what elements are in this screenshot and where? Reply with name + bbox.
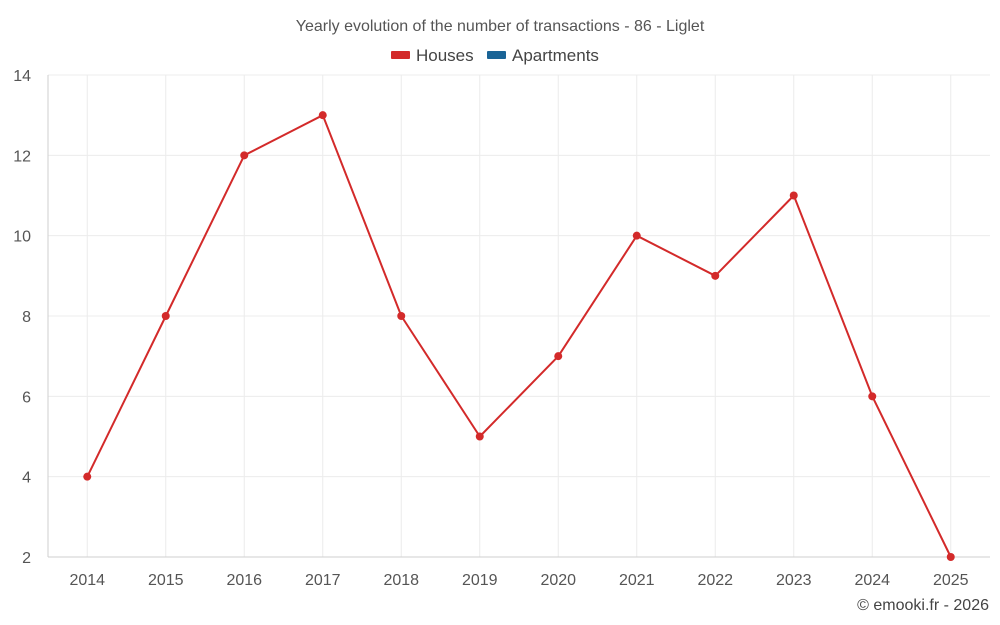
legend-item-apartments[interactable]: Apartments	[487, 46, 599, 65]
series-line-houses	[86, 114, 952, 558]
x-tick-label: 2024	[854, 572, 890, 589]
x-tick-label: 2018	[383, 572, 419, 589]
legend-item-houses[interactable]: Houses	[391, 46, 474, 65]
x-tick-label: 2023	[776, 572, 812, 589]
x-tick-label: 2019	[462, 572, 498, 589]
data-point-houses[interactable]	[318, 111, 327, 120]
data-point-houses[interactable]	[946, 553, 955, 561]
axes	[47, 75, 990, 558]
y-tick-label: 12	[13, 148, 31, 165]
data-point-houses[interactable]	[397, 312, 406, 320]
legend-swatch-apartments	[487, 51, 506, 59]
series-houses	[83, 111, 955, 561]
x-tick-label: 2020	[540, 572, 576, 589]
y-tick-label: 14	[13, 68, 31, 85]
data-point-houses[interactable]	[868, 392, 877, 401]
data-point-houses[interactable]	[632, 231, 641, 240]
x-tick-label: 2015	[148, 572, 184, 589]
x-tick-label: 2022	[697, 572, 733, 589]
y-tick-label: 2	[22, 550, 31, 567]
data-point-houses[interactable]	[475, 432, 484, 441]
y-tick-label: 8	[22, 309, 31, 326]
y-tick-label: 4	[22, 470, 31, 487]
legend-swatch-houses	[391, 51, 410, 59]
y-tick-label: 6	[22, 389, 31, 406]
x-tick-label: 2014	[69, 572, 105, 589]
x-tick-label: 2016	[226, 572, 262, 589]
y-tick-label: 10	[13, 229, 31, 246]
x-tick-label: 2017	[305, 572, 341, 589]
data-point-houses[interactable]	[240, 151, 249, 160]
x-tick-label: 2025	[933, 572, 969, 589]
legend: Houses Apartments	[391, 46, 599, 65]
credit-text: © emooki.fr - 2026	[857, 597, 989, 614]
x-axis-ticks: 2014 2015 2016 2017 2018 2019 2020 2021 2022 2023…	[69, 572, 968, 589]
data-point-houses[interactable]	[789, 191, 798, 200]
legend-label-apartments: Apartments	[512, 46, 599, 65]
data-point-houses[interactable]	[161, 312, 170, 320]
x-tick-label: 2021	[619, 572, 655, 589]
data-point-houses[interactable]	[83, 472, 92, 481]
data-point-houses[interactable]	[554, 352, 563, 361]
chart-title: Yearly evolution of the number of transa…	[296, 18, 705, 35]
data-point-houses[interactable]	[711, 271, 720, 280]
grid	[48, 74, 990, 557]
legend-label-houses: Houses	[416, 46, 474, 65]
y-axis-ticks: 2 4 6 8 10 12 14	[13, 68, 31, 567]
